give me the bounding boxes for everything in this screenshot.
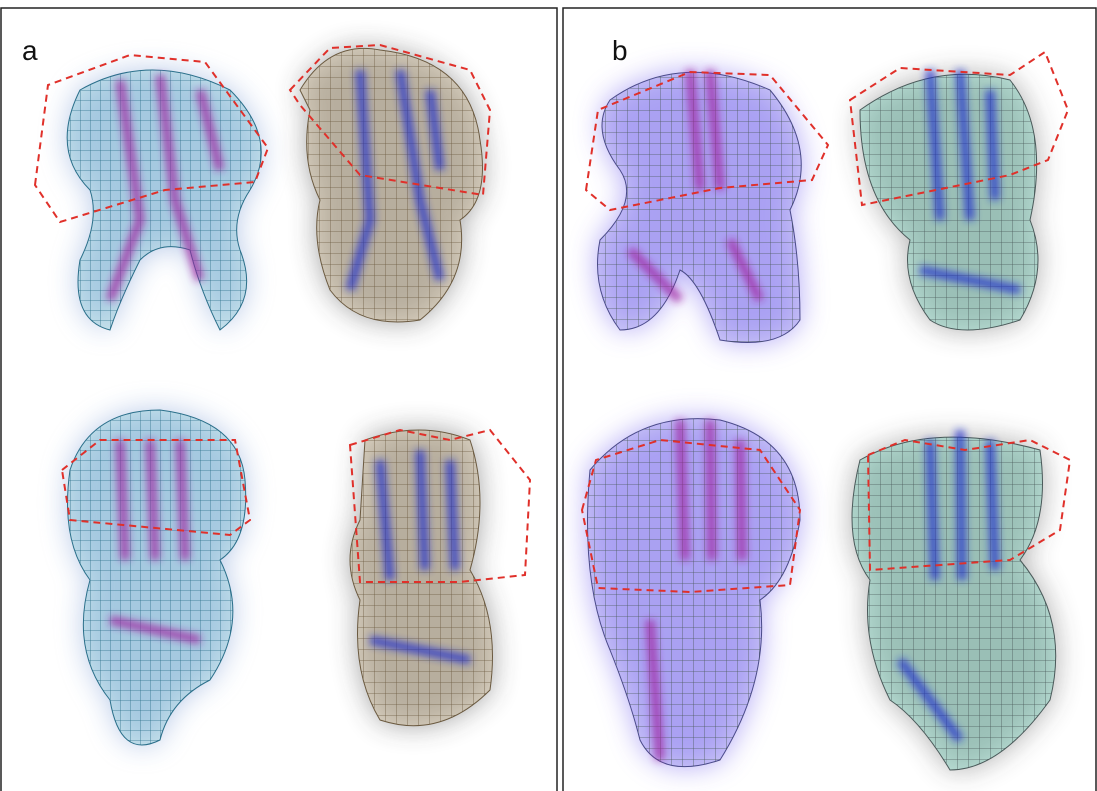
- panel-label: a: [22, 35, 38, 66]
- page: a b (() => { const data = JSON.parse(doc…: [0, 0, 1097, 791]
- density-map: [290, 45, 490, 322]
- density-map: [35, 55, 268, 330]
- density-map: [582, 419, 800, 767]
- density-map: [852, 430, 1070, 770]
- density-map: [586, 70, 828, 343]
- density-map: [850, 52, 1068, 330]
- panel-label: b: [612, 35, 628, 66]
- density-map: [350, 430, 530, 726]
- density-map: [62, 410, 250, 745]
- figure: a b: [0, 0, 1097, 791]
